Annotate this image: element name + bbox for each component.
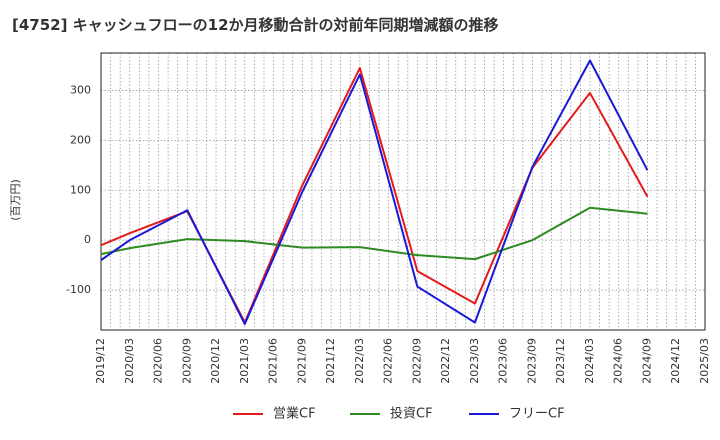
x-tick-label: 2024/12 — [669, 338, 682, 384]
x-tick-label: 2024/03 — [583, 338, 596, 384]
chart-title: [4752] キャッシュフローの12か月移動合計の対前年同期増減額の推移 — [12, 16, 499, 34]
x-tick-label: 2020/09 — [180, 338, 193, 384]
x-tick-label: 2022/03 — [353, 338, 366, 384]
y-tick-label: 300 — [70, 83, 91, 96]
plot-area-border — [100, 52, 706, 331]
x-tick-label: 2021/06 — [267, 338, 280, 384]
x-tick-label: 2020/12 — [209, 338, 222, 384]
x-axis-ticks: 2019/12 2020/03 2020/06 2020/09 2020/12 2021/… — [94, 338, 711, 384]
series-line — [100, 66, 649, 324]
y-tick-label: 0 — [84, 233, 91, 246]
y-axis-ticks: 300 200 100 0 -100 — [66, 83, 91, 296]
x-tick-label: 2020/06 — [152, 338, 165, 384]
x-tick-label: 2023/09 — [525, 338, 538, 384]
x-tick-label: 2022/09 — [410, 338, 423, 384]
x-tick-label: 2019/12 — [94, 338, 107, 384]
x-tick-label: 2024/06 — [612, 338, 625, 384]
series-lines — [100, 59, 649, 326]
x-tick-label: 2022/06 — [382, 338, 395, 384]
x-tick-label: 2023/12 — [554, 338, 567, 384]
y-tick-label: -100 — [66, 283, 91, 296]
y-tick-label: 200 — [70, 133, 91, 146]
legend-label: 投資CF — [390, 406, 433, 422]
x-tick-label: 2021/09 — [295, 338, 308, 384]
series-line — [100, 206, 648, 261]
x-tick-label: 2023/06 — [497, 338, 510, 384]
y-tick-label: 100 — [70, 183, 91, 196]
y-axis-label: (百万円) — [9, 179, 22, 221]
x-tick-label: 2021/03 — [238, 338, 251, 384]
grid-lines — [101, 53, 705, 330]
legend-label: フリーCF — [509, 407, 565, 422]
x-tick-label: 2025/03 — [698, 338, 711, 384]
legend-label: 営業CF — [273, 406, 316, 422]
x-tick-label: 2022/12 — [439, 338, 452, 384]
x-tick-label: 2023/03 — [468, 338, 481, 384]
x-tick-label: 2020/03 — [123, 338, 136, 384]
x-tick-label: 2021/12 — [324, 338, 337, 384]
legend: 営業CF 投資CF フリーCF — [233, 406, 565, 422]
x-tick-label: 2024/09 — [640, 338, 653, 384]
series-line — [100, 59, 649, 326]
